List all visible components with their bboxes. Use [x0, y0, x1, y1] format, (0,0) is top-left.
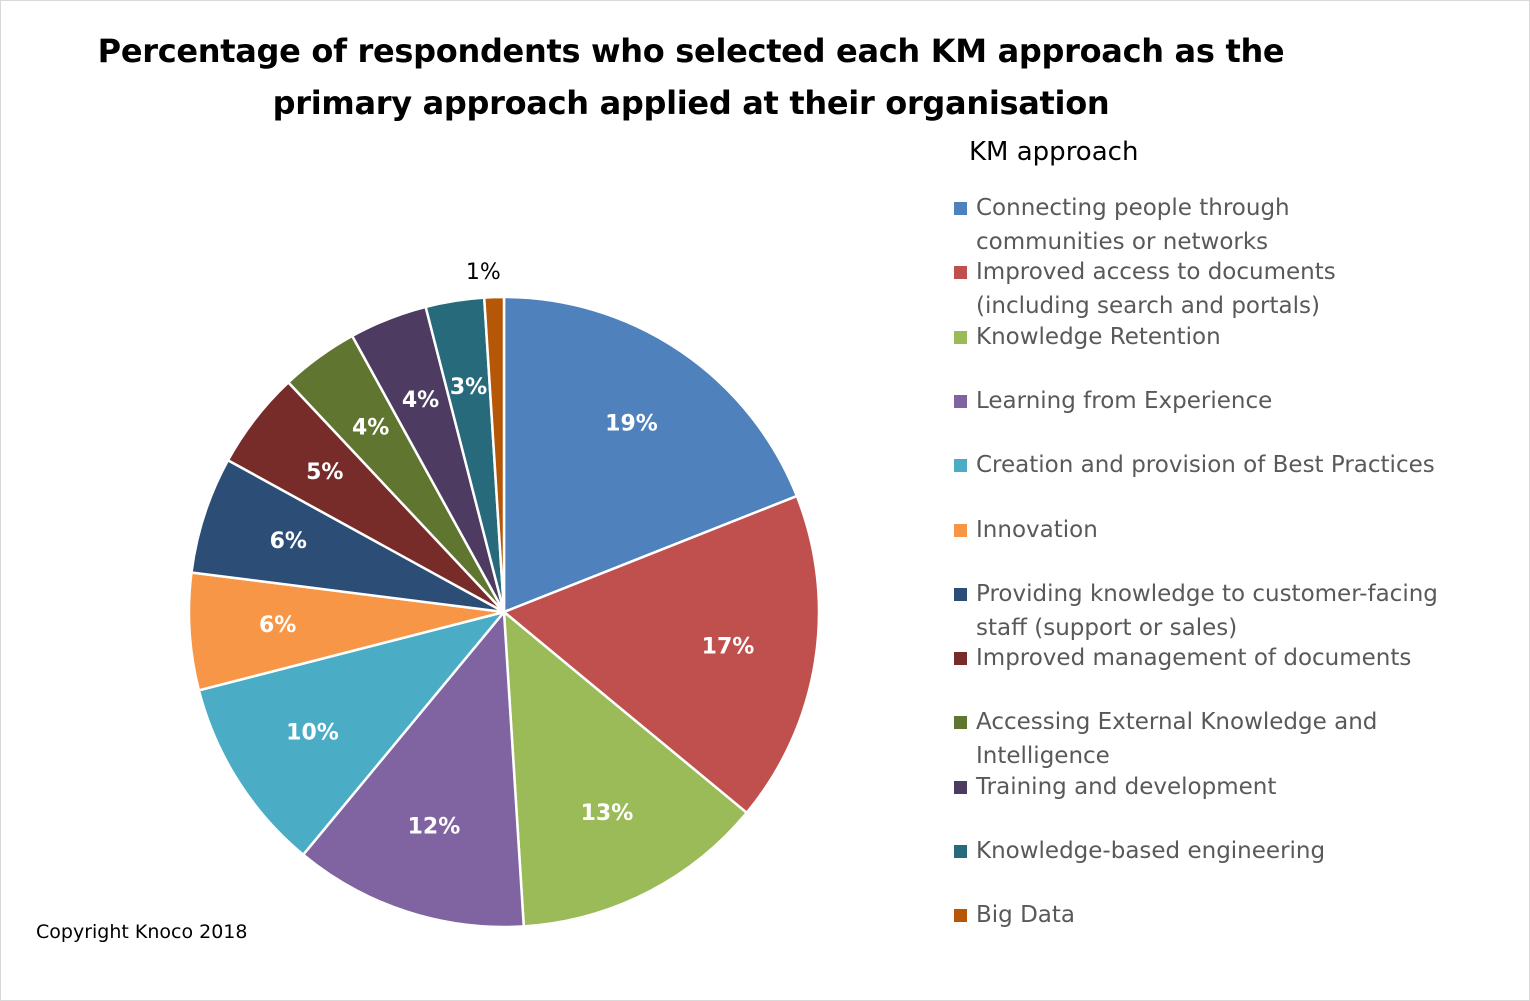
legend-label-line: staff (support or sales) — [976, 614, 1238, 641]
legend-label: Innovation — [976, 513, 1496, 547]
pie-slice-11 — [482, 295, 506, 613]
legend-label-line: communities or networks — [976, 229, 1269, 255]
legend-label: Knowledge-based engineering — [976, 834, 1496, 868]
legend-label-line: Improved access to documents — [976, 259, 1336, 286]
legend-swatch — [954, 587, 967, 601]
legend-label-line: Learning from Experience — [976, 387, 1273, 414]
legend-label: Creation and provision of Best Practices — [976, 448, 1496, 482]
legend-label-line: Knowledge-based engineering — [976, 838, 1326, 864]
pie-slice-2 — [502, 609, 749, 928]
legend-label: Knowledge Retention — [976, 320, 1496, 354]
legend-label-line: (including search and portals) — [976, 293, 1320, 320]
legend-swatch — [954, 202, 967, 215]
legend-swatch — [954, 394, 967, 408]
copyright-note: Copyright Knoco 2018 — [36, 921, 248, 943]
legend-swatch — [954, 266, 967, 280]
legend-label-line: Connecting people through — [976, 195, 1290, 221]
legend-label: Big Data — [976, 898, 1496, 932]
legend-label: Providing knowledge to customer-facing st… — [976, 577, 1496, 645]
legend-label-line: Intelligence — [976, 743, 1110, 770]
legend-swatch — [954, 523, 967, 537]
pie-data-label-3: 12% — [408, 815, 461, 840]
legend-swatch — [954, 716, 967, 730]
pie-slice-5 — [187, 571, 505, 692]
legend-label: Improved management of documents — [976, 641, 1496, 675]
legend-swatch — [954, 330, 967, 344]
pie-data-label-6: 6% — [270, 529, 307, 554]
legend-label-line: Training and development — [976, 773, 1277, 800]
legend-label: Training and development — [976, 770, 1496, 804]
pie-data-label-7: 5% — [306, 460, 343, 485]
legend-label-line: Accessing External Knowledge and — [976, 709, 1378, 736]
legend-swatch — [954, 652, 967, 666]
pie-data-label-9: 4% — [402, 388, 439, 413]
pie-data-label-2: 13% — [581, 801, 634, 826]
chart-title: Percentage of respondents who selected e… — [41, 25, 1341, 129]
legend-swatch — [954, 845, 967, 858]
legend-label-line: Knowledge Retention — [976, 323, 1221, 350]
pie-data-label-0: 19% — [605, 411, 658, 436]
legend-swatch — [954, 909, 967, 923]
pie-slice-6 — [190, 458, 505, 614]
pie-data-label-1: 17% — [702, 634, 755, 659]
pie-data-label-5: 6% — [259, 613, 296, 638]
legend-label-line: Providing knowledge to customer-facing — [976, 580, 1438, 607]
legend-label: Accessing External Knowledge and Intellig… — [976, 705, 1496, 773]
chart-title-line-2: primary approach applied at their organi… — [272, 84, 1110, 122]
pie-data-label-10: 3% — [450, 375, 487, 400]
pie-slice-3 — [301, 608, 526, 929]
legend-title: KM approach — [969, 137, 1139, 167]
chart-title-line-1: Percentage of respondents who selected e… — [97, 32, 1285, 70]
pie-slice-0 — [502, 295, 799, 614]
pie-slice-4 — [197, 609, 508, 857]
legend-label: Learning from Experience — [976, 384, 1496, 418]
legend-label-line: Innovation — [976, 516, 1098, 543]
legend-label: Connecting people through communities or … — [976, 191, 1496, 259]
legend-swatch — [954, 459, 967, 473]
legend-label-line: Big Data — [976, 902, 1075, 929]
pie-slice-1 — [501, 494, 821, 815]
pie-data-label-4: 10% — [286, 721, 339, 746]
legend-label-line: Improved management of documents — [976, 645, 1412, 672]
pie-data-label-8: 4% — [352, 416, 389, 441]
pie-data-label-11: 1% — [466, 260, 501, 285]
legend-swatch — [954, 780, 967, 794]
legend-label-line: Creation and provision of Best Practices — [976, 452, 1435, 479]
legend-label: Improved access to documents (including s… — [976, 255, 1496, 323]
